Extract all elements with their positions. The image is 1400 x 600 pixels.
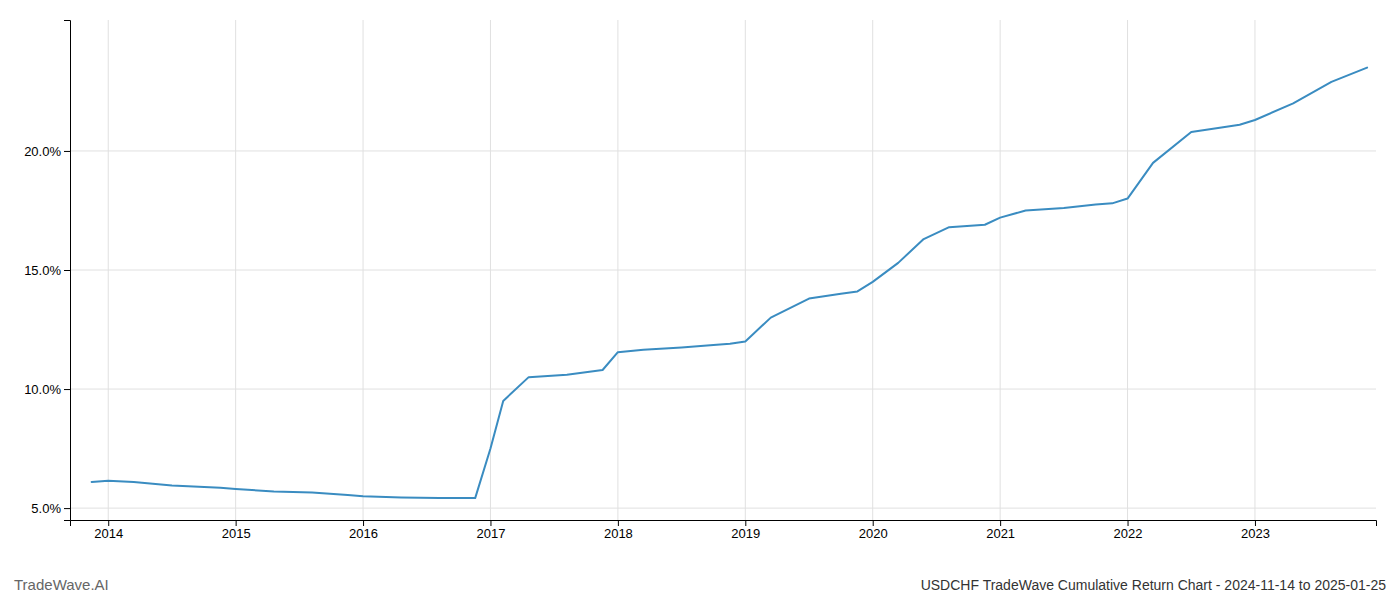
- x-tick-label: 2022: [1114, 526, 1143, 541]
- x-tick-mark: [363, 520, 364, 526]
- x-tick-label: 2014: [94, 526, 123, 541]
- x-tick-mark: [873, 520, 874, 526]
- plot: 2014 2015 2016 2017 2018 2019 2020 2021 2022 2023…: [24, 20, 1376, 541]
- grid-line: [617, 20, 618, 520]
- marks: [92, 68, 1367, 498]
- x-tick: 2022: [1114, 520, 1143, 541]
- y-tick-label: 20.0%: [24, 144, 61, 159]
- y-tick: 10.0%: [24, 382, 70, 397]
- line: [92, 68, 1367, 498]
- grid-line: [70, 270, 1376, 271]
- y-axis: 5.0% 10.0% 15.0% 20.0%: [24, 21, 70, 521]
- x-tick: 2016: [349, 520, 378, 541]
- y-tick-mark: [64, 151, 70, 152]
- x-tick-label: 2016: [349, 526, 378, 541]
- x-tick-label: 2021: [986, 526, 1015, 541]
- grid-line: [1127, 20, 1128, 520]
- y-tick-label: 10.0%: [24, 382, 61, 397]
- x-tick-mark: [490, 520, 491, 526]
- x-axis: 2014 2015 2016 2017 2018 2019 2020 2021 2022 2023: [71, 520, 1377, 541]
- grid-line: [1000, 20, 1001, 520]
- y-tick: 20.0%: [24, 144, 70, 159]
- x-tick-mark: [1255, 520, 1256, 526]
- x-tick: 2023: [1241, 520, 1270, 541]
- x-tick-mark: [1128, 520, 1129, 526]
- y-tick-mark: [64, 270, 70, 271]
- y-tick-mark: [64, 389, 70, 390]
- y-axis-line: [64, 21, 71, 521]
- y-tick: 5.0%: [31, 501, 70, 516]
- x-tick: 2019: [731, 520, 760, 541]
- x-tick-label: 2015: [222, 526, 251, 541]
- x-tick-label: 2018: [604, 526, 633, 541]
- y-tick-mark: [64, 508, 70, 509]
- grid-line: [745, 20, 746, 520]
- x-tick-mark: [745, 520, 746, 526]
- title: USDCHF TradeWave Cumulative Return Chart…: [921, 577, 1387, 593]
- x-tick: 2014: [94, 520, 123, 541]
- y-tick-label: 5.0%: [31, 501, 61, 516]
- x-tick-mark: [236, 520, 237, 526]
- x-tick: 2021: [986, 520, 1015, 541]
- grid-line: [235, 20, 236, 520]
- watermark: TradeWave.AI: [14, 576, 109, 593]
- x-tick: 2018: [604, 520, 633, 541]
- grid-line: [363, 20, 364, 520]
- grid-line: [872, 20, 873, 520]
- grid-line: [1254, 20, 1255, 520]
- grid-line: [70, 389, 1376, 390]
- x-tick: 2015: [222, 520, 251, 541]
- x-tick-label: 2020: [859, 526, 888, 541]
- x-tick: 2020: [859, 520, 888, 541]
- x-tick-label: 2023: [1241, 526, 1270, 541]
- x-tick-mark: [618, 520, 619, 526]
- grid-line: [70, 150, 1376, 151]
- grid-line: [108, 20, 109, 520]
- x-tick-mark: [1000, 520, 1001, 526]
- x-tick: 2017: [477, 520, 506, 541]
- x-tick-mark: [108, 520, 109, 526]
- y-tick-label: 15.0%: [24, 263, 61, 278]
- x-tick-label: 2017: [477, 526, 506, 541]
- grid-line: [70, 508, 1376, 509]
- x-tick-label: 2019: [731, 526, 760, 541]
- x-axis-line: [71, 521, 1377, 527]
- grid: [70, 20, 1376, 520]
- y-tick: 15.0%: [24, 263, 70, 278]
- chart: 2014 2015 2016 2017 2018 2019 2020 2021 2022 2023…: [0, 0, 1400, 600]
